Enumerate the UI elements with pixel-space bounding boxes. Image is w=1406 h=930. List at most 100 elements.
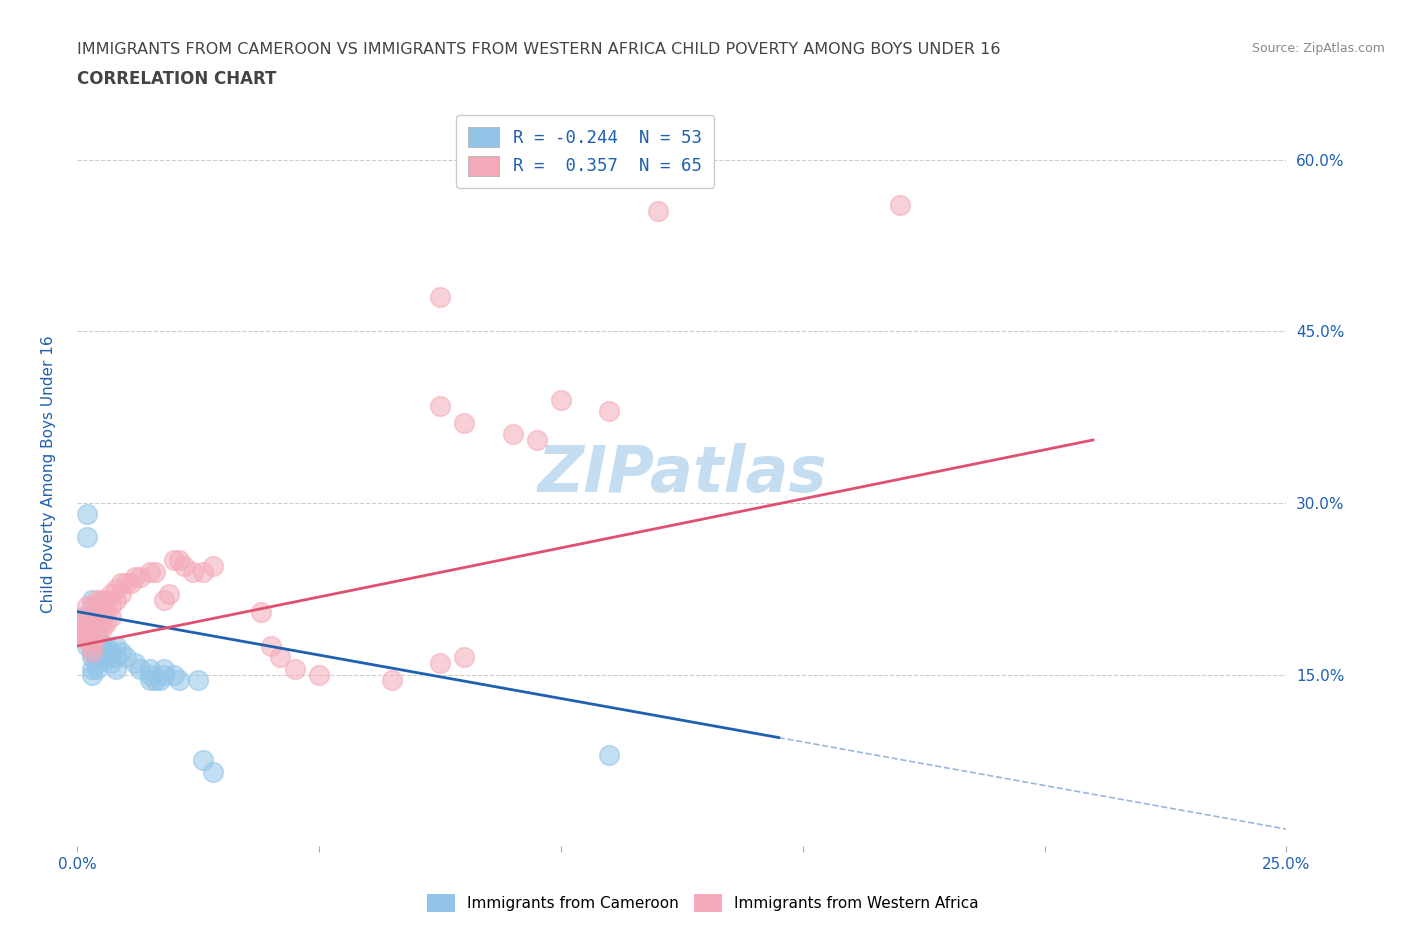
Point bbox=[80, 627, 103, 642]
Point bbox=[70, 627, 93, 642]
Point bbox=[76, 507, 98, 522]
Point bbox=[167, 552, 190, 567]
Point bbox=[139, 565, 162, 579]
Point bbox=[157, 587, 180, 602]
Point bbox=[80, 667, 103, 682]
Point bbox=[76, 610, 98, 625]
Point bbox=[90, 644, 112, 659]
Point bbox=[90, 650, 112, 665]
Point bbox=[86, 650, 108, 665]
Point bbox=[86, 627, 108, 642]
Point bbox=[110, 644, 132, 659]
Point bbox=[76, 621, 98, 636]
Point bbox=[110, 587, 132, 602]
Point bbox=[598, 748, 620, 763]
Point bbox=[139, 661, 162, 676]
Point bbox=[100, 587, 122, 602]
Point bbox=[201, 558, 224, 573]
Point bbox=[308, 667, 330, 682]
Point bbox=[429, 398, 451, 413]
Point bbox=[550, 392, 572, 407]
Point bbox=[76, 530, 98, 545]
Point bbox=[143, 565, 166, 579]
Point bbox=[76, 621, 98, 636]
Point bbox=[86, 632, 108, 647]
Point bbox=[70, 621, 93, 636]
Point bbox=[429, 289, 451, 304]
Point bbox=[191, 565, 214, 579]
Point bbox=[80, 639, 103, 654]
Point bbox=[96, 604, 118, 619]
Point bbox=[148, 673, 170, 688]
Point bbox=[90, 616, 112, 631]
Point bbox=[80, 632, 103, 647]
Point bbox=[86, 627, 108, 642]
Point bbox=[76, 627, 98, 642]
Text: ZIPatlas: ZIPatlas bbox=[537, 444, 827, 505]
Point bbox=[100, 599, 122, 614]
Point bbox=[139, 667, 162, 682]
Point bbox=[76, 639, 98, 654]
Y-axis label: Child Poverty Among Boys Under 16: Child Poverty Among Boys Under 16 bbox=[42, 336, 56, 613]
Point bbox=[100, 650, 122, 665]
Point bbox=[80, 661, 103, 676]
Point bbox=[124, 656, 146, 671]
Point bbox=[129, 570, 152, 585]
Text: CORRELATION CHART: CORRELATION CHART bbox=[77, 70, 277, 87]
Point bbox=[163, 552, 186, 567]
Point bbox=[598, 404, 620, 418]
Point bbox=[70, 616, 93, 631]
Point bbox=[153, 661, 176, 676]
Point bbox=[80, 627, 103, 642]
Point bbox=[105, 661, 128, 676]
Point bbox=[90, 592, 112, 607]
Point bbox=[143, 673, 166, 688]
Point bbox=[129, 661, 152, 676]
Point bbox=[183, 565, 205, 579]
Point bbox=[90, 604, 112, 619]
Point bbox=[191, 753, 214, 768]
Point bbox=[453, 650, 475, 665]
Point bbox=[90, 621, 112, 636]
Point bbox=[889, 198, 911, 213]
Point bbox=[269, 650, 291, 665]
Point bbox=[80, 616, 103, 631]
Point bbox=[80, 592, 103, 607]
Point bbox=[86, 639, 108, 654]
Point bbox=[86, 604, 108, 619]
Point bbox=[284, 661, 307, 676]
Point bbox=[100, 656, 122, 671]
Point bbox=[250, 604, 273, 619]
Point bbox=[80, 639, 103, 654]
Point bbox=[96, 650, 118, 665]
Point bbox=[153, 667, 176, 682]
Point bbox=[381, 673, 404, 688]
Point bbox=[86, 621, 108, 636]
Point bbox=[201, 764, 224, 779]
Point bbox=[96, 639, 118, 654]
Point bbox=[114, 576, 136, 591]
Point bbox=[105, 592, 128, 607]
Point bbox=[96, 616, 118, 631]
Text: Source: ZipAtlas.com: Source: ZipAtlas.com bbox=[1251, 42, 1385, 55]
Point bbox=[80, 616, 103, 631]
Point bbox=[173, 558, 195, 573]
Point bbox=[76, 632, 98, 647]
Point bbox=[86, 656, 108, 671]
Point bbox=[70, 610, 93, 625]
Point bbox=[76, 599, 98, 614]
Point bbox=[80, 610, 103, 625]
Point bbox=[80, 650, 103, 665]
Text: IMMIGRANTS FROM CAMEROON VS IMMIGRANTS FROM WESTERN AFRICA CHILD POVERTY AMONG B: IMMIGRANTS FROM CAMEROON VS IMMIGRANTS F… bbox=[77, 42, 1001, 57]
Point bbox=[167, 673, 190, 688]
Point bbox=[100, 610, 122, 625]
Point bbox=[120, 576, 142, 591]
Point bbox=[105, 639, 128, 654]
Point bbox=[105, 650, 128, 665]
Point bbox=[86, 592, 108, 607]
Point bbox=[80, 621, 103, 636]
Legend: R = -0.244  N = 53, R =  0.357  N = 65: R = -0.244 N = 53, R = 0.357 N = 65 bbox=[456, 114, 714, 188]
Point bbox=[96, 592, 118, 607]
Point bbox=[80, 632, 103, 647]
Point bbox=[70, 627, 93, 642]
